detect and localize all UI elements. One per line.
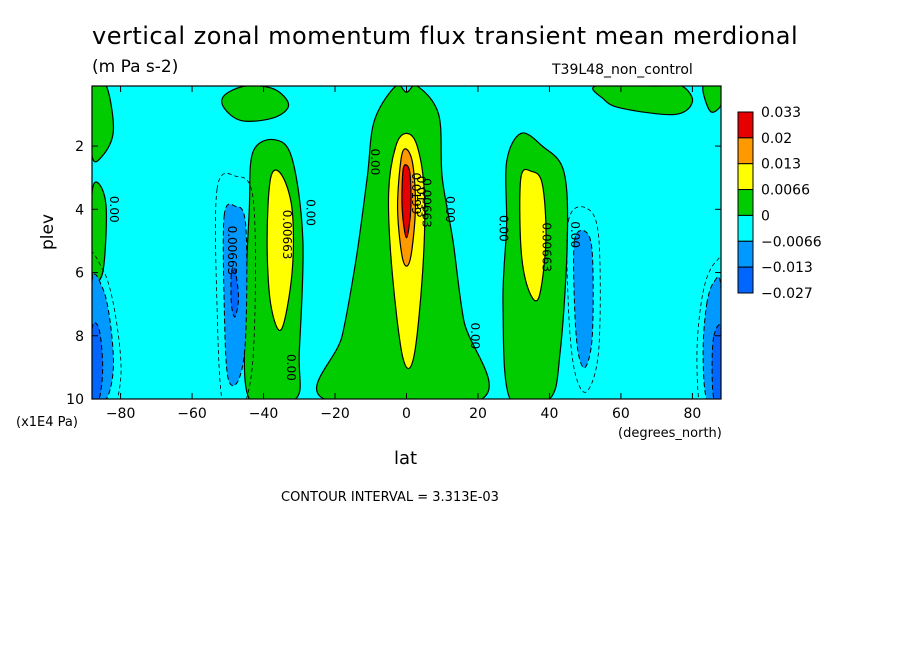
- contour-label: 0.00: [368, 149, 382, 176]
- contour-label: 0.00: [284, 354, 298, 381]
- legend-level-label: 0: [761, 208, 770, 224]
- legend-swatch: [737, 214, 754, 242]
- legend-swatch: [737, 240, 754, 268]
- legend-level-label: −0.0066: [761, 234, 822, 250]
- x-axis-label: lat: [394, 448, 418, 469]
- x-tick-label: 80: [683, 406, 701, 422]
- y-tick-label: 4: [75, 202, 84, 218]
- negative-contour-lines: [92, 173, 721, 399]
- x-tick-label: −80: [106, 406, 136, 422]
- contour-label: 0.00663: [280, 210, 294, 260]
- contour-label: 0.00: [443, 196, 457, 223]
- legend-level-label: −0.013: [761, 260, 813, 276]
- x-tick-label: −40: [249, 406, 279, 422]
- x-axis-unit: (degrees_north): [618, 426, 722, 441]
- contour-region-pos1-9: [592, 86, 694, 116]
- contour-label: 0.00663: [539, 222, 553, 272]
- x-axis-ticks: −80 −60 −40 −20 0 20 40 60 80: [106, 86, 701, 422]
- y-tick-label: 2: [75, 139, 84, 155]
- contour-label: 0.0199: [409, 172, 423, 214]
- contour-region-neg2-17: [92, 322, 104, 399]
- contour-label: 0.00: [107, 196, 121, 223]
- y-tick-label: 6: [75, 266, 84, 282]
- legend-level-label: 0.033: [761, 105, 801, 121]
- y-axis-ticks: 2 4 6 8 10: [66, 139, 721, 408]
- contour-label: 0.00: [496, 215, 510, 242]
- contour-label: 0.00663: [225, 226, 239, 276]
- y-tick-label: 8: [75, 329, 84, 345]
- contour-region-pos1-11: [702, 86, 721, 113]
- contour-regions: [92, 86, 721, 399]
- contour-region-pos2-5: [266, 169, 295, 332]
- contour-labels: 0.00 0.00663 0.00663 0.00 0.00 0.00 0.01990.01…: [107, 149, 582, 381]
- legend-level-label: 0.02: [761, 131, 792, 147]
- legend-level-label: 0.013: [761, 157, 801, 173]
- dataset-name: T39L48_non_control: [552, 62, 693, 78]
- chart-title: vertical zonal momentum flux transient m…: [92, 22, 799, 50]
- chart-units: (m Pa s-2): [92, 57, 179, 77]
- contour-region-pos1-12: [92, 181, 108, 283]
- contour-region-neg2-14: [230, 266, 240, 318]
- y-tick-label: 10: [66, 392, 84, 408]
- contour-region-pos1-8: [221, 86, 290, 122]
- x-tick-label: −20: [320, 406, 350, 422]
- contour-region-pos1-10: [92, 86, 115, 163]
- legend-level-label: 0.0066: [761, 183, 810, 199]
- contour-label: 0.00: [468, 322, 482, 349]
- legend-swatch: [737, 111, 754, 139]
- contour-label: 0.00: [303, 199, 317, 226]
- x-tick-label: 40: [541, 406, 559, 422]
- legend-swatch: [737, 137, 754, 165]
- x-tick-label: −60: [177, 406, 207, 422]
- x-tick-label: 0: [402, 406, 411, 422]
- legend-swatch: [737, 163, 754, 191]
- contour-region-pos4-3: [401, 164, 412, 239]
- contour-label: 0.0133: [414, 176, 428, 218]
- y-axis-unit: (x1E4 Pa): [16, 415, 78, 430]
- contour-label: 0.00: [568, 221, 582, 248]
- contour-interval: CONTOUR INTERVAL = 3.313E-03: [281, 490, 499, 505]
- negative-contour-line-0: [215, 173, 256, 399]
- contour-label: 0.00663: [420, 178, 434, 228]
- negative-contour-line-1: [566, 206, 601, 393]
- legend-swatch: [737, 266, 754, 294]
- x-tick-label: 60: [612, 406, 630, 422]
- legend-level-label: −0.027: [761, 286, 813, 302]
- negative-contour-line-2: [92, 251, 122, 399]
- color-legend: 0.033 0.02 0.013 0.0066 0 −0.0066 −0.013 −0.027: [737, 105, 822, 302]
- legend-swatch: [737, 189, 754, 216]
- contour-region-neg1-15: [573, 229, 594, 369]
- x-tick-label: 20: [469, 406, 487, 422]
- contour-region-pos2-7: [519, 168, 547, 302]
